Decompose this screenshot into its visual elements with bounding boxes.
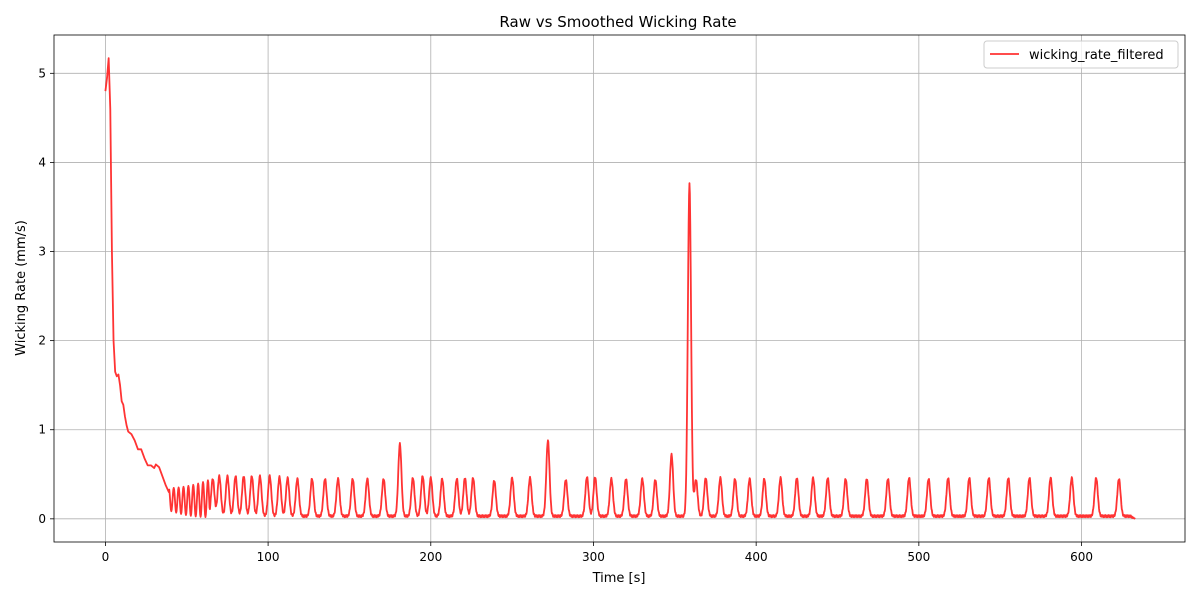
y-tick-label: 1	[38, 423, 46, 437]
legend-box	[983, 40, 1179, 69]
grid-lines	[54, 35, 1185, 542]
x-tick-label: 100	[257, 550, 280, 564]
x-axis-label: Time [s]	[592, 571, 646, 586]
x-tick-label: 600	[1070, 550, 1093, 564]
plot-frame	[53, 34, 1186, 543]
chart-title: Raw vs Smoothed Wicking Rate	[499, 13, 736, 31]
series-line-wicking-rate-filtered	[104, 57, 1136, 520]
y-axis-label: Wicking Rate (mm/s)	[14, 220, 29, 356]
y-tick-label: 0	[38, 512, 46, 526]
y-tick-label: 3	[38, 245, 46, 259]
legend-label: wicking_rate_filtered	[1029, 48, 1164, 63]
x-tick-label: 500	[907, 550, 930, 564]
x-tick-label: 400	[745, 550, 768, 564]
x-tick-label: 200	[419, 550, 442, 564]
x-tick-label: 0	[102, 550, 110, 564]
legend: wicking_rate_filtered	[983, 40, 1179, 69]
y-tick-label: 4	[38, 155, 46, 169]
plot-area	[104, 57, 1136, 520]
x-axis: 0 100 200 300 400 500 600	[102, 542, 1093, 564]
y-tick-label: 2	[38, 334, 46, 348]
y-tick-label: 5	[38, 66, 46, 80]
y-axis: 0 1 2 3 4 5	[38, 66, 54, 526]
x-tick-label: 300	[582, 550, 605, 564]
